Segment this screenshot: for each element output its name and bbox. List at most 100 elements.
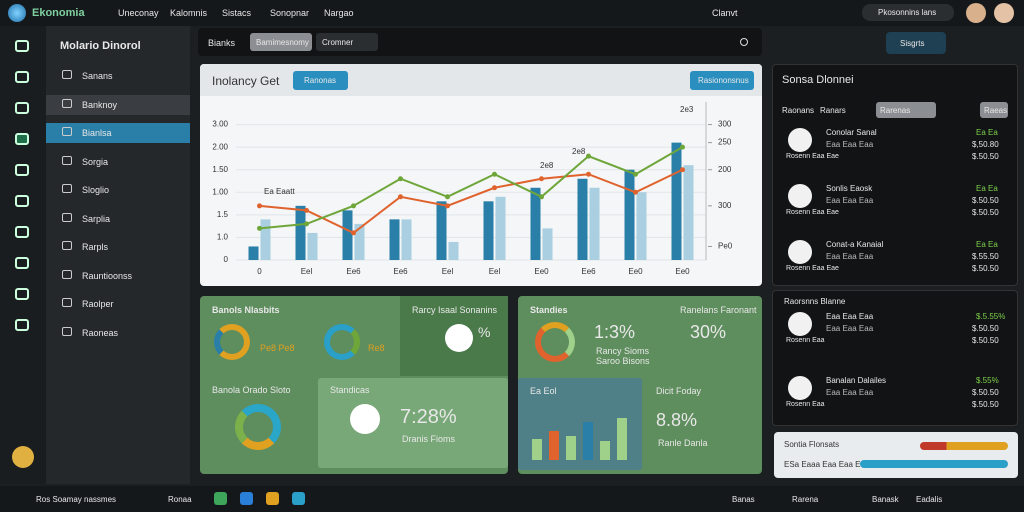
chart: 0 1.0 1.5 1.00 1.50 2.00 3.00 Pe0 300 200 250 300 0 E…	[212, 102, 733, 276]
action-btn[interactable]	[886, 32, 946, 54]
rail-icon[interactable]	[15, 40, 29, 52]
sidebar-item[interactable]: Sorgia	[82, 156, 109, 167]
nav-item[interactable]: Uneconay	[118, 8, 159, 18]
task-text[interactable]: Banas	[732, 495, 755, 504]
chart-card	[200, 64, 762, 286]
line-point	[351, 203, 356, 209]
sidebar-item[interactable]: Rarpls	[82, 242, 109, 252]
mini-bar	[617, 418, 627, 460]
rail-icon[interactable]	[15, 102, 29, 114]
sidebar-title: Molario Dinorol	[60, 40, 141, 52]
nav-item[interactable]: Sonopnar	[270, 8, 310, 18]
export-btn[interactable]	[690, 71, 754, 90]
task-icon[interactable]	[266, 492, 279, 505]
tab-label[interactable]: Rarenas	[880, 106, 911, 115]
y-tick-label: 2.00	[212, 142, 228, 151]
x-tick-label: 0	[257, 267, 262, 276]
tab[interactable]	[980, 102, 1008, 118]
export-label[interactable]: Rasiononsnus	[698, 76, 749, 85]
rail-icon[interactable]	[15, 164, 29, 176]
action-label[interactable]: Sisgrts	[900, 39, 925, 48]
side-value: 30%	[690, 322, 727, 342]
user-name[interactable]: Clanvt	[712, 8, 738, 18]
tab-label[interactable]: Bamimesnomy	[256, 38, 309, 47]
row-v3: $.50.50	[972, 208, 999, 217]
x-tick-label: Ee6	[581, 267, 596, 276]
sidebar-item[interactable]: Raolper	[82, 299, 114, 309]
line-point	[304, 207, 309, 213]
row-v2: $.50.50	[972, 196, 999, 205]
sidebar-item[interactable]: Sanans	[82, 71, 113, 81]
row-icon	[788, 376, 812, 400]
task-text[interactable]: Rarena	[792, 495, 819, 504]
row-meta: Rosenn Eaa	[786, 337, 825, 344]
icon-rail	[0, 26, 46, 484]
tab-label[interactable]: Raeas	[984, 106, 1008, 115]
item-icon	[62, 212, 72, 222]
line-point	[492, 185, 497, 191]
row-v1: $.55%	[976, 376, 999, 385]
panel-title: Sonsa Dlonnei	[782, 74, 854, 86]
bar	[577, 178, 588, 260]
sidebar-item[interactable]: Bianlsa	[82, 128, 112, 138]
row-meta: Rosenn Eaa Eae	[786, 265, 839, 272]
row-icon	[788, 240, 812, 264]
chart-btn-label[interactable]: Ranonas	[304, 76, 337, 85]
task-text[interactable]: Ros Soamay nassmes	[36, 495, 117, 504]
stat-sub: Dranis Fioms	[402, 434, 456, 444]
sidebar-item[interactable]: Banknoy	[82, 99, 118, 110]
stat-value: 7:28%	[400, 406, 457, 428]
item-icon	[62, 184, 72, 193]
row-v3: $.50.50	[972, 264, 999, 273]
item-icon	[62, 70, 72, 79]
task-text[interactable]: Eadalis	[916, 495, 943, 504]
rail-icon[interactable]	[15, 288, 29, 300]
alert-pill	[862, 4, 954, 21]
task-icon[interactable]	[240, 492, 253, 505]
task-text[interactable]: Banask	[872, 495, 899, 504]
avatar	[994, 3, 1014, 23]
chart-btn[interactable]	[293, 71, 348, 90]
row-name: Sonlis Eaosk	[826, 184, 873, 193]
task-text[interactable]: Ronaa	[168, 495, 192, 504]
line-point	[586, 153, 591, 159]
y-tick-label: 1.00	[212, 187, 228, 196]
sidebar-item[interactable]: Sloglio	[82, 185, 110, 195]
item-icon	[62, 98, 72, 108]
rail-icon[interactable]	[15, 71, 29, 83]
alert-text[interactable]: Pkosonnins lans	[878, 8, 937, 17]
tab[interactable]	[316, 33, 378, 51]
sidebar-item[interactable]: Sarplia	[82, 213, 111, 224]
bar	[671, 142, 682, 260]
task-icon[interactable]	[292, 492, 305, 505]
nav-item[interactable]: Sistacs	[222, 8, 252, 18]
card-sub	[318, 378, 508, 468]
tab[interactable]	[876, 102, 936, 118]
task-icon[interactable]	[214, 492, 227, 505]
rail-icon[interactable]	[15, 319, 29, 331]
rail-icon[interactable]	[15, 257, 29, 269]
bar	[589, 187, 600, 260]
tab-label[interactable]: Cromner	[322, 38, 354, 47]
nav-item[interactable]: Nargao	[324, 8, 354, 18]
lower-title: Banola Orado Sloto	[212, 385, 291, 395]
nav-item[interactable]: Kalomnis	[170, 8, 208, 18]
rail-icon[interactable]	[15, 226, 29, 238]
x-tick-label: Ee6	[346, 267, 361, 276]
line-point	[633, 171, 638, 177]
progress	[920, 442, 1008, 450]
rail-icon[interactable]	[15, 195, 29, 207]
tab-label[interactable]: Raonans	[782, 106, 815, 115]
rail-icon[interactable]	[15, 133, 29, 145]
sidebar-item[interactable]: Raoneas	[82, 327, 119, 338]
bar	[436, 201, 447, 260]
sidebar-item[interactable]: Rauntioonss	[82, 270, 133, 281]
line-point	[351, 230, 356, 236]
tab-label[interactable]: Ranars	[820, 106, 846, 115]
row-icon	[788, 184, 812, 208]
row-name: Conat-a Kanaial	[826, 240, 884, 249]
tab[interactable]	[250, 33, 312, 51]
mini-bar	[549, 431, 559, 460]
row-v3: $.50.50	[972, 152, 999, 161]
